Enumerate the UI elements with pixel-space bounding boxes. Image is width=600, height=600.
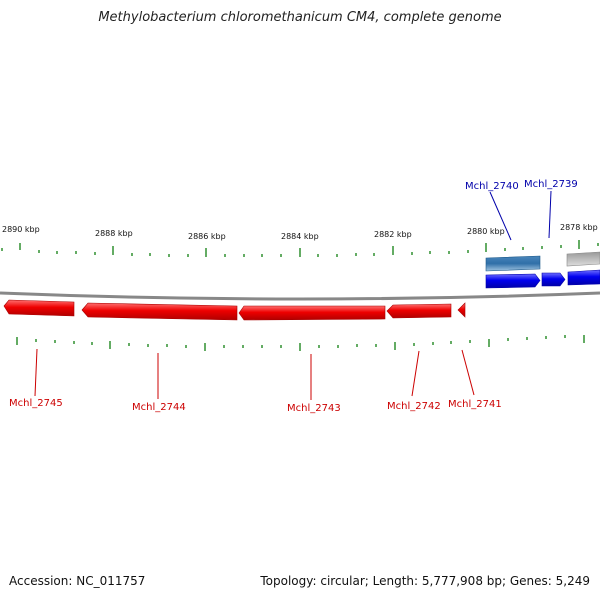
scale-label: 2882 kbp [374, 230, 412, 239]
genome-backbone [0, 291, 600, 301]
reverse-gene-labels: Mchl_2745 Mchl_2744 Mchl_2743 Mchl_2742 … [9, 348, 502, 414]
gene-arrow-mchl-2741[interactable] [457, 302, 466, 318]
feature-track-segment[interactable] [566, 251, 600, 267]
forward-features [485, 251, 600, 289]
gene-label-mchl-2741[interactable]: Mchl_2741 [448, 399, 502, 410]
map-title: Methylobacterium chloromethanicum CM4, c… [98, 10, 502, 25]
gene-arrow-mchl-2742[interactable] [386, 303, 452, 319]
gene-arrow-mchl-2743[interactable] [238, 305, 386, 321]
gene-arrow-mchl-2740[interactable] [485, 273, 541, 289]
feature-track-segment[interactable] [485, 255, 541, 272]
gene-label-mchl-2739[interactable]: Mchl_2739 [524, 179, 578, 190]
scale-label: 2890 kbp [2, 225, 40, 234]
reverse-scale-ticks [16, 335, 585, 351]
scale-label: 2880 kbp [467, 227, 505, 236]
label-leader-line [411, 350, 420, 397]
gene-label-mchl-2744[interactable]: Mchl_2744 [132, 402, 186, 413]
gene-arrow-mchl-2744[interactable] [81, 302, 238, 321]
accession-text: Accession: NC_011757 [9, 574, 146, 588]
reverse-features [3, 299, 466, 321]
gene-label-mchl-2740[interactable]: Mchl_2740 [465, 181, 519, 192]
label-leader-line [548, 190, 552, 239]
scale-label: 2884 kbp [281, 232, 319, 241]
scale-label: 2888 kbp [95, 229, 133, 238]
scale-label: 2886 kbp [188, 232, 226, 241]
forward-gene-labels: Mchl_2740 Mchl_2739 [465, 179, 578, 241]
gene-label-mchl-2742[interactable]: Mchl_2742 [387, 401, 441, 412]
scale-label: 2878 kbp [560, 223, 598, 232]
scale-labels: 2890 kbp 2888 kbp 2886 kbp 2884 kbp 2882… [2, 223, 598, 241]
gene-label-mchl-2745[interactable]: Mchl_2745 [9, 398, 63, 409]
gene-label-mchl-2743[interactable]: Mchl_2743 [287, 403, 341, 414]
label-leader-line [461, 349, 475, 396]
gene-arrow-forward-next[interactable] [567, 269, 600, 286]
label-leader-line [34, 348, 38, 397]
label-leader-line [489, 191, 512, 241]
genome-summary-text: Topology: circular; Length: 5,777,908 bp… [260, 574, 590, 588]
forward-scale-ticks [1, 240, 599, 257]
gene-arrow-mchl-2739[interactable] [541, 272, 566, 287]
gene-arrow-mchl-2745[interactable] [3, 299, 75, 317]
